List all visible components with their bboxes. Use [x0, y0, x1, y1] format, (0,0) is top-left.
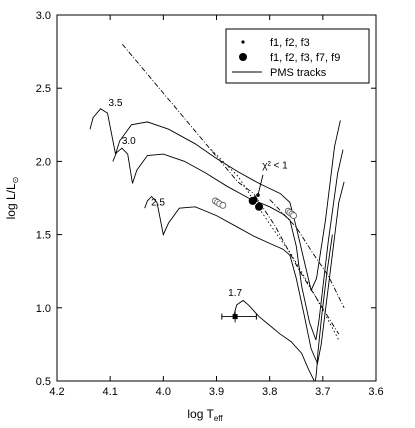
legend-box — [225, 28, 370, 84]
annotation-label: 3.5 — [109, 98, 123, 109]
track-diagonal-1 — [122, 44, 340, 335]
annotation-label: 1.7 — [228, 288, 242, 299]
x-axis-ticks: 4.2 4.1 4.0 3.9 3.8 3.7 3.6 — [49, 15, 384, 398]
x-tick-label: 3.8 — [262, 386, 277, 398]
track-3.5 — [89, 108, 341, 292]
legend-marker-small-dot — [241, 40, 245, 44]
y-tick-label: 2.5 — [36, 83, 51, 95]
y-tick-label: 3.0 — [36, 10, 51, 22]
chi-square-arrow — [257, 174, 264, 196]
y-axis-ticks: 0.5 1.0 1.5 2.0 2.5 3.0 — [36, 10, 376, 388]
track-2.5 — [144, 181, 345, 365]
open-circle-point — [290, 212, 297, 219]
track-1.7 — [233, 234, 333, 382]
x-axis-label-main: log T — [187, 407, 214, 421]
legend-label-2: f1, f2, f3, f7, f9 — [270, 52, 340, 64]
annotation-label: χ² < 1 — [262, 161, 288, 172]
track-diagonal-2 — [210, 149, 340, 341]
x-axis-label-sub: eff — [214, 414, 224, 423]
y-tick-label: 2.0 — [36, 156, 51, 168]
annotation-label: 2.5 — [151, 197, 165, 208]
legend-label-1: f1, f2, f3 — [270, 37, 310, 49]
legend-label-3: PMS tracks — [270, 67, 327, 79]
annotation-label: 3.0 — [122, 136, 136, 147]
y-axis-label: log L/L⊙ — [4, 177, 20, 220]
x-tick-label: 3.6 — [368, 386, 383, 398]
y-tick-label: 0.5 — [36, 376, 51, 388]
x-tick-label: 4.0 — [156, 386, 171, 398]
legend-marker-large-dot — [239, 53, 247, 61]
y-tick-label: 1.5 — [36, 230, 51, 242]
error-point-square — [232, 314, 238, 320]
y-axis-label-main: log L/L — [4, 183, 18, 219]
large-dot-point — [255, 202, 264, 211]
x-tick-label: 3.7 — [315, 386, 330, 398]
legend: f1, f2, f3 f1, f2, f3, f7, f9 PMS tracks — [225, 28, 370, 84]
track-3.0 — [112, 147, 344, 341]
large-dot-point — [248, 196, 257, 205]
annotations: 3.5 3.0 2.5 1.7 χ² < 1 — [109, 98, 289, 299]
x-tick-label: 3.9 — [209, 386, 224, 398]
x-tick-label: 4.2 — [49, 386, 64, 398]
data-markers — [212, 193, 297, 323]
y-axis-label-sub: ⊙ — [11, 177, 20, 184]
track-diagonal-3 — [269, 199, 345, 308]
track-lines — [89, 44, 345, 382]
y-tick-label: 1.0 — [36, 303, 51, 315]
x-tick-label: 4.1 — [103, 386, 118, 398]
x-axis-label: log Teff — [187, 407, 223, 423]
open-circle-point — [219, 201, 227, 209]
